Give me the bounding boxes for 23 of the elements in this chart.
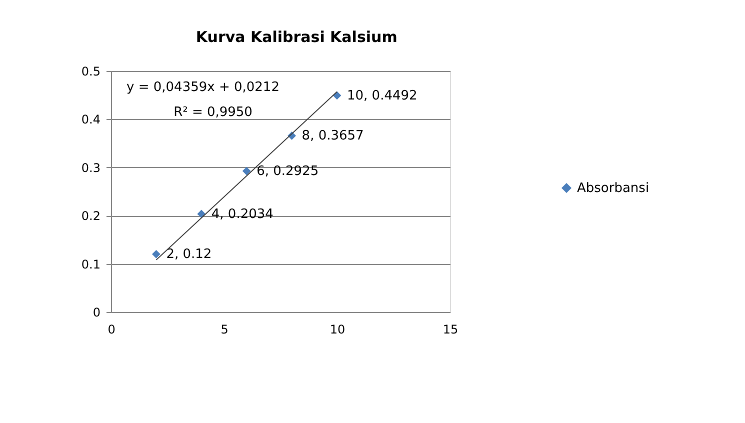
x-tick-label: 10 [330, 322, 346, 336]
y-tick-label: 0.5 [81, 64, 100, 78]
point [242, 166, 251, 176]
y-tick-label: 0.2 [81, 209, 100, 224]
x-tick-label: 15 [442, 322, 458, 336]
point [152, 250, 160, 258]
data-label: 2, 0.12 [166, 247, 212, 262]
data-label: 8, 0.3657 [302, 128, 364, 144]
y-tick-label: 0.1 [81, 257, 100, 272]
y-tick-label: 0.3 [81, 160, 100, 175]
data-label: 6, 0.2925 [256, 164, 319, 180]
x-tick-label: 0 [108, 322, 116, 336]
y-tick-label: 0.4 [81, 112, 100, 127]
data-label: 4, 0.2034 [211, 206, 274, 222]
chart-title: Kurva Kalibrasi Kalsium [196, 28, 398, 46]
y-tick-label: 0 [92, 306, 100, 320]
legend-label: Absorbansi [577, 181, 650, 196]
point [332, 91, 342, 100]
data-label: 10, 0.4492 [347, 88, 418, 104]
x-tick-label: 5 [220, 322, 228, 336]
point [197, 210, 206, 218]
annotation: y = 0,04359x + 0,0212 [126, 80, 280, 95]
annotation: R² = 0,9950 [174, 105, 252, 120]
